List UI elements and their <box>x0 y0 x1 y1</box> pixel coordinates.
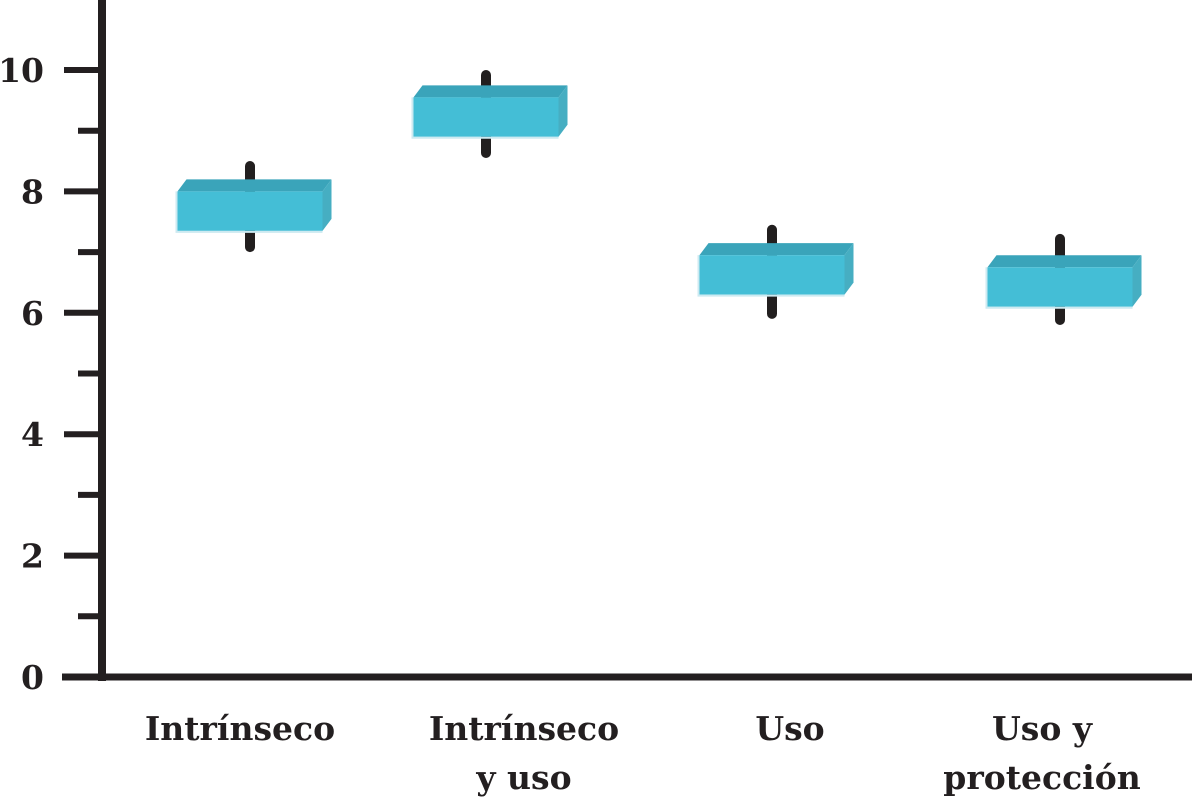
y-tick-label: 10 <box>0 51 44 90</box>
category-label: Intrínseco <box>145 709 335 748</box>
category-label: Intrínseco <box>429 709 619 748</box>
y-tick-label: 8 <box>21 172 44 211</box>
box-side-face <box>844 243 854 295</box>
box-light-edge <box>411 97 559 139</box>
box-front-face <box>177 191 323 231</box>
category-label: y uso <box>475 758 571 797</box>
box-top-face <box>177 179 332 192</box>
y-tick-label: 6 <box>21 294 44 333</box>
y-tick-label: 2 <box>21 537 44 576</box>
box-side-face <box>558 85 568 137</box>
box-front-face <box>413 97 559 137</box>
category-label: Uso <box>755 709 824 748</box>
box-top-face <box>987 255 1142 268</box>
box-top-face <box>699 243 854 256</box>
box-top-face <box>413 85 568 98</box>
box-light-edge <box>985 267 1133 309</box>
box-light-edge <box>697 255 845 297</box>
box-front-face <box>987 267 1133 307</box>
category-label: Uso y <box>992 709 1093 748</box>
box-light-edge <box>175 191 323 233</box>
category-label: protección <box>943 758 1140 797</box>
y-tick-label: 4 <box>21 415 44 454</box>
box-side-face <box>322 179 332 231</box>
box-side-face <box>1132 255 1142 307</box>
y-tick-label: 0 <box>21 658 44 697</box>
box-front-face <box>699 255 845 295</box>
